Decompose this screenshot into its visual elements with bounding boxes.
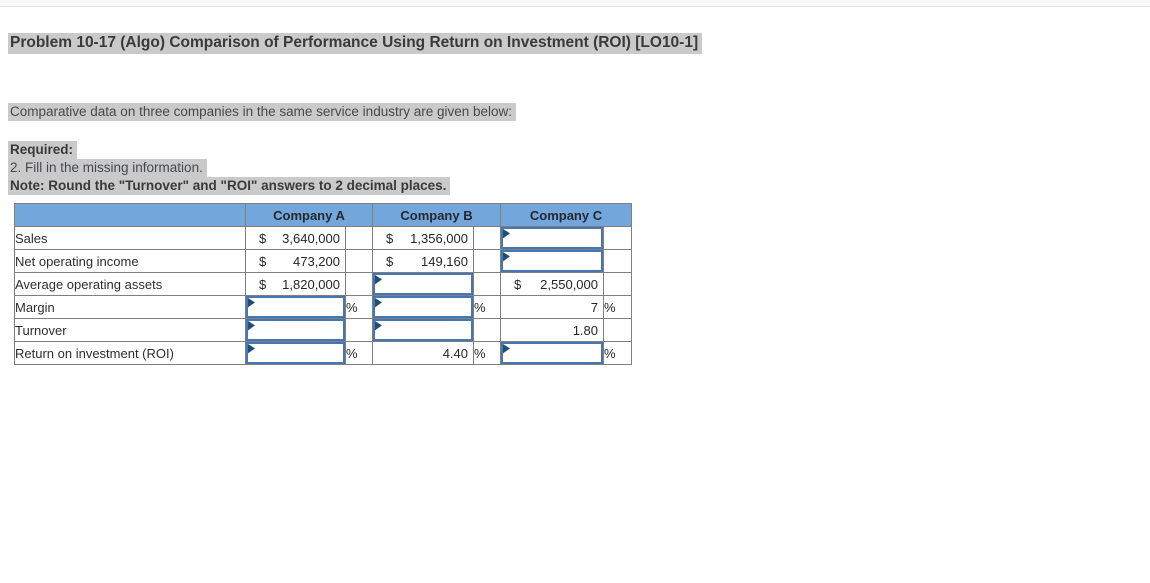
sales-company-a-value: $3,640,000 xyxy=(245,226,346,250)
noi-company-b-value: $149,160 xyxy=(372,249,474,273)
dollar-sign: $ xyxy=(259,276,267,292)
table-row-margin: Margin % % 7 % xyxy=(14,295,632,319)
header-company-a: Company A xyxy=(245,203,373,227)
header-row: Company A Company B Company C xyxy=(14,203,632,227)
turnover-company-a-pct-cell xyxy=(345,318,373,342)
header-company-c: Company C xyxy=(500,203,632,227)
margin-company-a-cell xyxy=(245,295,346,319)
noi-company-a-value: $473,200 xyxy=(245,249,346,273)
sales-company-b-pct-cell xyxy=(473,226,501,250)
table-row-net-operating-income: Net operating income $473,200 $149,160 xyxy=(14,249,632,273)
dollar-sign: $ xyxy=(259,230,267,246)
turnover-company-a-input-box xyxy=(246,319,345,341)
assets-company-c-pct-cell xyxy=(603,272,632,296)
turnover-company-c-pct-cell xyxy=(603,318,632,342)
dollar-sign: $ xyxy=(259,253,267,269)
header-blank-cell xyxy=(14,203,246,227)
margin-company-b-percent: % xyxy=(473,295,501,319)
roi-company-a-percent: % xyxy=(345,341,373,365)
margin-company-c-percent: % xyxy=(603,295,632,319)
turnover-company-a-input[interactable] xyxy=(248,321,343,339)
row-label-sales: Sales xyxy=(14,226,246,250)
roi-company-b-percent: % xyxy=(473,341,501,365)
turnover-company-b-pct-cell xyxy=(473,318,501,342)
noi-company-c-input-box xyxy=(501,250,603,272)
roi-company-c-cell xyxy=(500,341,604,365)
noi-company-a-pct-cell xyxy=(345,249,373,273)
table-row-sales: Sales $3,640,000 $1,356,000 xyxy=(14,226,632,250)
sales-company-c-pct-cell xyxy=(603,226,632,250)
margin-company-b-input[interactable] xyxy=(375,298,471,316)
comparison-table: Company A Company B Company C Sales $3,6… xyxy=(14,203,632,365)
turnover-company-a-cell xyxy=(245,318,346,342)
sales-company-c-input[interactable] xyxy=(503,229,601,247)
margin-company-a-input-box xyxy=(246,296,345,318)
noi-company-c-pct-cell xyxy=(603,249,632,273)
required-heading: Required: xyxy=(8,141,78,159)
table-row-average-operating-assets: Average operating assets $1,820,000 $2,5… xyxy=(14,272,632,296)
sales-company-b-value: $1,356,000 xyxy=(372,226,474,250)
sales-company-a-pct-cell xyxy=(345,226,373,250)
problem-title-text: Problem 10-17 (Algo) Comparison of Perfo… xyxy=(8,33,703,54)
header-company-b: Company B xyxy=(372,203,501,227)
sales-company-c-input-box xyxy=(501,227,603,249)
assets-company-c-value: $2,550,000 xyxy=(500,272,604,296)
table-row-turnover: Turnover 1.80 xyxy=(14,318,632,342)
table-row-roi: Return on investment (ROI) % 4.40 % % xyxy=(14,341,632,365)
assets-company-b-cell xyxy=(372,272,474,296)
noi-company-c-input[interactable] xyxy=(503,252,601,270)
roi-company-a-input-box xyxy=(246,342,345,364)
intro-paragraph: Comparative data on three companies in t… xyxy=(8,103,517,121)
row-label-roi: Return on investment (ROI) xyxy=(14,341,246,365)
assets-company-b-input-box xyxy=(373,273,473,295)
margin-company-a-input[interactable] xyxy=(248,298,343,316)
turnover-company-c-value: 1.80 xyxy=(500,318,604,342)
margin-company-b-input-box xyxy=(373,296,473,318)
assets-company-a-value: $1,820,000 xyxy=(245,272,346,296)
noi-company-b-pct-cell xyxy=(473,249,501,273)
roi-company-c-input[interactable] xyxy=(503,344,601,362)
required-item: 2. Fill in the missing information. xyxy=(8,159,207,177)
turnover-company-b-input-box xyxy=(373,319,473,341)
row-label-turnover: Turnover xyxy=(14,318,246,342)
row-label-margin: Margin xyxy=(14,295,246,319)
margin-company-c-value: 7 xyxy=(500,295,604,319)
turnover-company-b-cell xyxy=(372,318,474,342)
roi-company-a-input[interactable] xyxy=(248,344,343,362)
dollar-sign: $ xyxy=(386,253,394,269)
turnover-company-b-input[interactable] xyxy=(375,321,471,339)
assets-company-b-input[interactable] xyxy=(375,275,471,293)
roi-company-b-value: 4.40 xyxy=(372,341,474,365)
margin-company-a-percent: % xyxy=(345,295,373,319)
roi-company-c-input-box xyxy=(501,342,603,364)
top-toolbar-edge xyxy=(0,0,1150,7)
sales-company-c-cell xyxy=(500,226,604,250)
margin-company-b-cell xyxy=(372,295,474,319)
dollar-sign: $ xyxy=(386,230,394,246)
dollar-sign: $ xyxy=(514,276,522,292)
roi-company-c-percent: % xyxy=(603,341,632,365)
assets-company-b-pct-cell xyxy=(473,272,501,296)
problem-title: Problem 10-17 (Algo) Comparison of Perfo… xyxy=(8,33,703,54)
assets-company-a-pct-cell xyxy=(345,272,373,296)
roi-company-a-cell xyxy=(245,341,346,365)
row-label-net-operating-income: Net operating income xyxy=(14,249,246,273)
rounding-note: Note: Round the "Turnover" and "ROI" ans… xyxy=(8,177,451,195)
intro-text: Comparative data on three companies in t… xyxy=(8,103,517,121)
noi-company-c-cell xyxy=(500,249,604,273)
row-label-average-operating-assets: Average operating assets xyxy=(14,272,246,296)
